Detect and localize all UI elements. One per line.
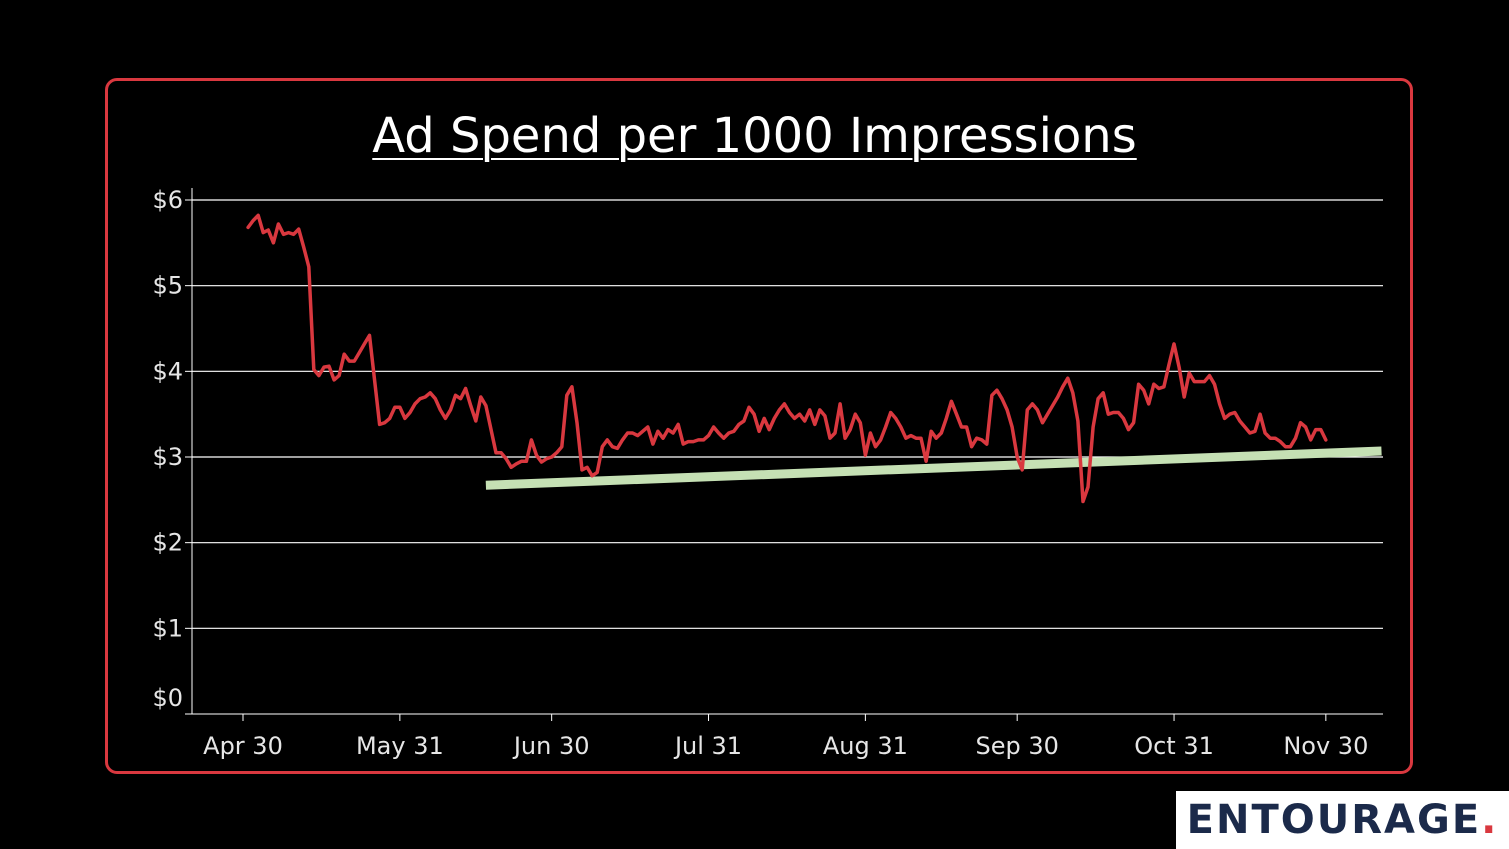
series-layer	[246, 213, 1328, 504]
x-tick-label: Sep 30	[975, 732, 1058, 760]
y-tick-label: $5	[152, 272, 183, 300]
x-tick-label: Nov 30	[1283, 732, 1368, 760]
y-tick-label: $1	[152, 614, 183, 642]
y-tick-label: $6	[152, 186, 183, 214]
x-tick-label: Jul 31	[673, 732, 742, 760]
x-tick-label: Apr 30	[203, 732, 283, 760]
x-tick-label: Jun 30	[512, 732, 590, 760]
chart-title: Ad Spend per 1000 Impressions	[372, 108, 1137, 164]
trendline-layer	[485, 446, 1382, 490]
y-tick-label: $4	[152, 357, 183, 385]
x-tick-label: Aug 31	[823, 732, 908, 760]
logo-text: ENTOURAGE.	[1187, 797, 1499, 843]
y-tick-label: $3	[152, 443, 183, 471]
trendline	[485, 446, 1382, 490]
y-tick-label: $0	[152, 684, 183, 712]
chart-frame	[105, 78, 1413, 774]
y-tick-label: $2	[152, 529, 183, 557]
x-tick-label: May 31	[356, 732, 444, 760]
y-axis-ticks: $0 $1 $2 $3 $4 $5 $6	[152, 186, 192, 712]
series-line	[246, 213, 1328, 504]
x-tick-label: Oct 31	[1134, 732, 1214, 760]
x-axis-ticks: Apr 30 May 31 Jun 30 Jul 31 Aug 31 Sep 30 Oct …	[203, 714, 1368, 760]
gridlines	[192, 199, 1383, 629]
entourage-logo: ENTOURAGE.	[1176, 791, 1509, 849]
logo-dot: .	[1481, 797, 1499, 843]
logo-word: ENTOURAGE	[1186, 797, 1482, 843]
